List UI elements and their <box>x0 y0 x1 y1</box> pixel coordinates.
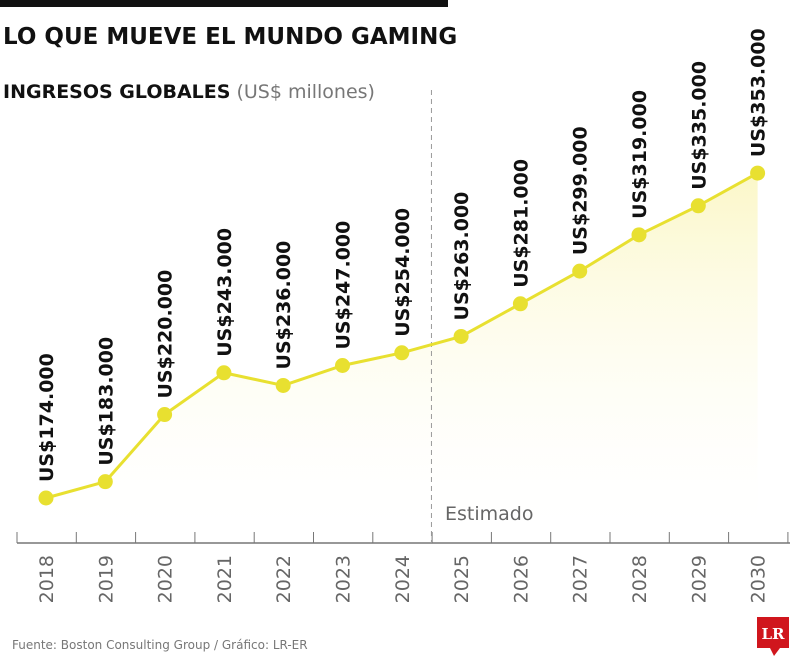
x-tick-label-2029: 2029 <box>688 555 710 603</box>
data-label-2025: US$263.000 <box>451 192 473 321</box>
x-tick-label-2025: 2025 <box>451 555 473 603</box>
data-label-2020: US$220.000 <box>155 270 177 399</box>
x-tick-label-2019: 2019 <box>95 555 117 603</box>
data-point-2021 <box>216 365 232 381</box>
data-label-2029: US$335.000 <box>688 61 710 190</box>
data-label-2021: US$243.000 <box>214 228 236 357</box>
data-label-2027: US$299.000 <box>570 126 592 255</box>
lr-logo: LR <box>757 617 789 656</box>
x-tick-label-2030: 2030 <box>748 555 770 603</box>
data-label-2030: US$353.000 <box>748 28 770 157</box>
data-point-2026 <box>512 296 528 312</box>
data-point-2030 <box>750 165 766 181</box>
x-tick-label-2018: 2018 <box>36 555 58 603</box>
subtitle-main: INGRESOS GLOBALES <box>3 81 230 103</box>
data-label-2019: US$183.000 <box>95 337 117 466</box>
x-tick-label-2022: 2022 <box>273 555 295 603</box>
data-point-2023 <box>335 358 350 374</box>
x-tick-label-2027: 2027 <box>570 555 592 603</box>
data-point-2018 <box>38 490 54 506</box>
data-point-2027 <box>572 263 588 279</box>
data-point-2020 <box>157 407 173 423</box>
data-point-2028 <box>631 227 647 243</box>
data-point-2029 <box>690 198 706 214</box>
x-tick-label-2028: 2028 <box>629 555 651 603</box>
data-point-2024 <box>394 345 410 361</box>
data-point-2025 <box>453 328 469 344</box>
data-label-2024: US$254.000 <box>392 208 414 337</box>
svg-text:LR: LR <box>761 625 785 643</box>
x-tick-label-2024: 2024 <box>392 555 414 603</box>
top-bar <box>0 0 448 7</box>
chart-title: LO QUE MUEVE EL MUNDO GAMING <box>3 24 457 50</box>
x-tick-label-2023: 2023 <box>333 555 355 603</box>
data-label-2026: US$281.000 <box>510 159 532 288</box>
chart-subtitle: INGRESOS GLOBALES (US$ millones) <box>3 81 375 103</box>
source-note: Fuente: Boston Consulting Group / Gráfic… <box>12 638 308 652</box>
data-label-2018: US$174.000 <box>36 353 58 482</box>
data-point-2019 <box>97 474 113 490</box>
estimate-annotation: Estimado <box>445 503 533 525</box>
data-label-2023: US$247.000 <box>333 221 355 350</box>
data-label-2028: US$319.000 <box>629 90 651 219</box>
data-label-2022: US$236.000 <box>273 241 295 370</box>
x-tick-label-2020: 2020 <box>155 555 177 603</box>
x-tick-label-2021: 2021 <box>214 555 236 603</box>
x-tick-label-2026: 2026 <box>510 555 532 603</box>
subtitle-unit: (US$ millones) <box>236 81 375 103</box>
data-point-2022 <box>275 377 291 393</box>
